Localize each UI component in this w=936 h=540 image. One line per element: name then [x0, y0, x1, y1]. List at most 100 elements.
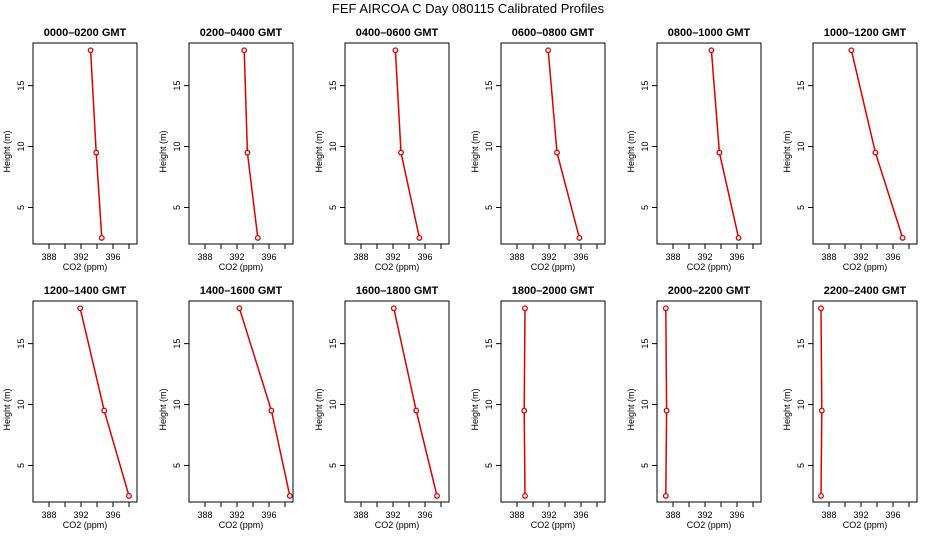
x-tick-label: 392 — [541, 252, 556, 262]
y-tick-label: 15 — [328, 339, 338, 349]
x-tick-label: 396 — [261, 252, 276, 262]
x-tick-label: 392 — [697, 510, 712, 520]
y-tick-label: 10 — [796, 400, 806, 410]
x-tick-label: 392 — [385, 252, 400, 262]
profile-line — [547, 50, 581, 239]
y-tick-label: 5 — [16, 463, 26, 468]
y-tick-label: 5 — [328, 463, 338, 468]
x-tick-label: 396 — [885, 510, 900, 520]
data-point — [93, 149, 100, 156]
panel-title: 1800–2000 GMT — [512, 285, 595, 297]
y-tick-label: 15 — [640, 339, 650, 349]
y-tick-label: 15 — [328, 81, 338, 91]
plot-frame — [656, 42, 762, 245]
x-tick-label: 392 — [229, 252, 244, 262]
profile-line — [238, 308, 291, 497]
x-axis-label: CO2 (ppm) — [531, 262, 576, 272]
y-axis-label: Height (m) — [158, 130, 168, 172]
y-tick-label: 10 — [16, 400, 26, 410]
plot-frame — [188, 42, 294, 245]
x-tick-label: 388 — [821, 252, 836, 262]
y-axis-label: Height (m) — [470, 388, 480, 430]
y-tick-label: 5 — [484, 463, 494, 468]
y-tick-label: 10 — [328, 142, 338, 152]
x-tick-label: 392 — [73, 252, 88, 262]
panel-title: 1200–1400 GMT — [44, 285, 127, 297]
y-tick-label: 10 — [16, 142, 26, 152]
data-point — [101, 407, 108, 414]
data-point — [390, 305, 397, 312]
y-tick-label: 10 — [484, 142, 494, 152]
data-point — [98, 234, 105, 241]
data-point — [286, 492, 293, 499]
profile-line — [89, 50, 103, 238]
data-point — [126, 492, 132, 499]
plot-frame — [32, 300, 138, 503]
y-axis-label: Height (m) — [626, 388, 636, 430]
profile-line — [393, 308, 438, 497]
data-point — [848, 47, 855, 54]
data-point — [872, 149, 879, 156]
x-tick-label: 396 — [729, 252, 744, 262]
y-tick-label: 15 — [172, 81, 182, 91]
panel-title: 0800–1000 GMT — [668, 27, 751, 39]
x-tick-label: 396 — [417, 510, 432, 520]
data-point — [708, 47, 715, 54]
x-tick-label: 396 — [573, 510, 588, 520]
x-tick-label: 396 — [261, 510, 276, 520]
x-tick-label: 396 — [573, 252, 588, 262]
profile-line — [394, 50, 421, 239]
data-point — [413, 407, 420, 414]
y-axis-label: Height (m) — [158, 388, 168, 430]
plot-frame — [500, 42, 606, 245]
data-point — [522, 492, 528, 499]
x-axis-label: CO2 (ppm) — [219, 520, 264, 530]
y-axis-label: Height (m) — [782, 130, 792, 172]
data-point — [663, 407, 670, 414]
x-tick-label: 388 — [665, 510, 680, 520]
y-tick-label: 5 — [640, 463, 650, 468]
data-point — [735, 234, 742, 241]
data-point — [716, 149, 723, 156]
y-tick-label: 15 — [796, 81, 806, 91]
panel-title: 1000–1200 GMT — [824, 27, 907, 39]
data-point — [244, 149, 251, 156]
x-axis-label: CO2 (ppm) — [219, 262, 264, 272]
data-point — [576, 234, 583, 241]
x-axis-label: CO2 (ppm) — [375, 262, 420, 272]
y-tick-label: 10 — [328, 400, 338, 410]
panel-title: 0400–0600 GMT — [356, 27, 439, 39]
panel-title: 0600–0800 GMT — [512, 27, 595, 39]
x-axis-label: CO2 (ppm) — [63, 262, 108, 272]
y-tick-label: 5 — [796, 463, 806, 468]
y-axis-label: Height (m) — [626, 130, 636, 172]
panel-title: 2000–2200 GMT — [668, 285, 751, 297]
data-point — [554, 149, 560, 156]
y-tick-label: 15 — [16, 81, 26, 91]
y-tick-label: 10 — [796, 142, 806, 152]
x-tick-label: 392 — [73, 510, 88, 520]
x-tick-label: 396 — [417, 252, 432, 262]
y-tick-label: 15 — [484, 81, 494, 91]
data-point — [818, 407, 825, 414]
x-axis-label: CO2 (ppm) — [687, 262, 732, 272]
y-tick-label: 15 — [484, 339, 494, 349]
data-point — [236, 305, 243, 312]
x-tick-label: 392 — [697, 252, 712, 262]
data-point — [416, 234, 423, 241]
data-point — [662, 305, 669, 312]
data-point — [818, 492, 824, 499]
x-tick-label: 388 — [353, 252, 368, 262]
data-point — [241, 47, 248, 54]
data-point — [392, 47, 399, 54]
x-axis-label: CO2 (ppm) — [843, 520, 888, 530]
